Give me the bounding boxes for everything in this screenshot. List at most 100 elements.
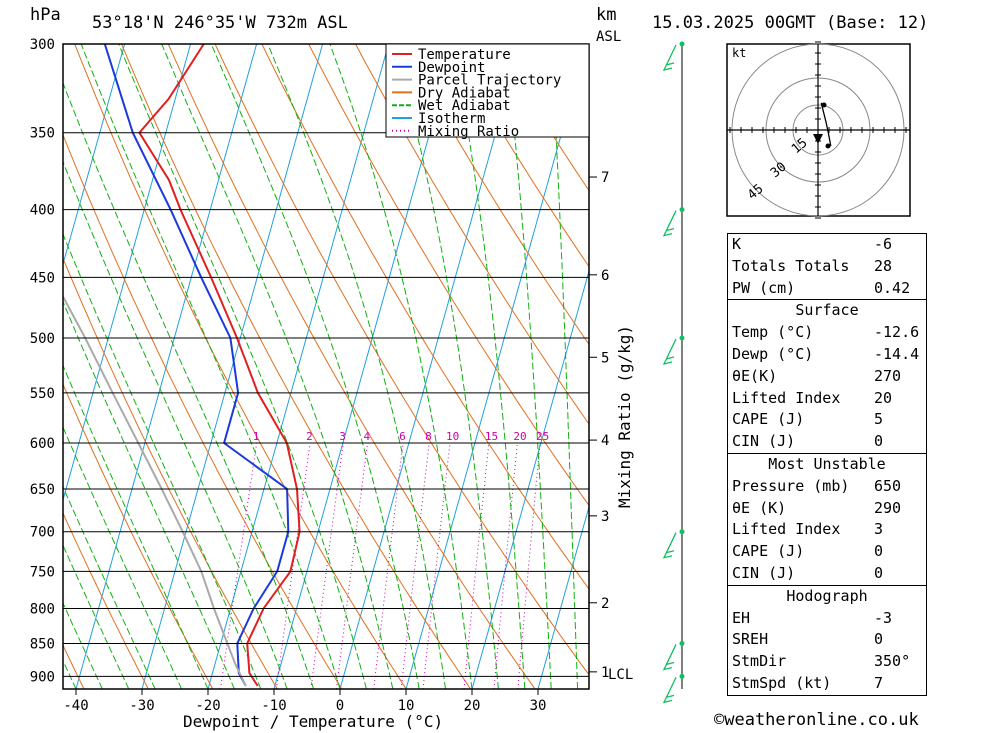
stat-row: Lifted Index 20 — [732, 388, 893, 407]
legend-label: Isotherm — [418, 111, 485, 127]
legend-label: Temperature — [418, 47, 511, 63]
wet-adiabat-line — [63, 232, 262, 689]
wind-barb — [662, 210, 677, 237]
x-tick-label: 20 — [464, 698, 481, 714]
isotherm-line — [339, 44, 522, 689]
mixing-ratio-label: 3 — [339, 430, 346, 443]
stats-panel: K -6 Totals Totals 28 PW (cm) 0.42 Surface … — [727, 233, 927, 696]
wet-adiabat-line — [550, 44, 579, 689]
legend-label: Mixing Ratio — [418, 124, 519, 140]
isotherm-line — [405, 44, 588, 689]
pressure-tick-label: 900 — [30, 669, 55, 685]
stat-row: StmDir 350° — [732, 652, 911, 671]
surface-block: Surface Temp (°C) -12.6 Dewp (°C) -14.4 θE… — [727, 299, 927, 453]
legend-label: Dry Adiabat — [418, 85, 511, 101]
dry-adiabat-line — [63, 133, 343, 689]
km-tick-label: 2 — [601, 596, 609, 612]
isotherm-line — [63, 44, 126, 266]
hodograph-point — [821, 102, 827, 108]
block-title: Hodograph — [786, 586, 868, 605]
stat-row: CIN (J) 0 — [732, 432, 884, 451]
stat-row: CAPE (J) 5 — [732, 410, 884, 429]
x-tick-label: -10 — [261, 698, 286, 714]
wet-adiabat-line — [63, 485, 156, 689]
wind-barb-dot — [679, 673, 685, 679]
most-unstable-block: Most Unstable Pressure (mb) 650 θE (K) 290… — [727, 452, 927, 585]
wind-barb-dot — [679, 41, 685, 47]
wet-adiabat-line — [452, 44, 526, 689]
mixing-ratio-label: 4 — [364, 430, 371, 443]
storm-motion-marker — [813, 134, 823, 144]
stat-row: θE(K) 270 — [732, 366, 902, 385]
km-tick-label: 6 — [601, 268, 609, 284]
mixing-ratio-label: 1 — [253, 430, 260, 443]
background-lines — [0, 44, 604, 689]
stat-row: Totals Totals 28 — [732, 256, 893, 275]
plot-background — [63, 44, 589, 689]
km-tick-label: 7 — [601, 170, 609, 186]
dry-adiabat-line — [167, 44, 536, 689]
wet-adiabat-line — [161, 44, 394, 689]
wet-adiabat-line — [63, 160, 288, 689]
km-unit-label: km — [596, 5, 616, 25]
km-tick-label: 3 — [601, 509, 609, 525]
mixing-ratio-label: 8 — [425, 430, 432, 443]
series-temperature — [138, 44, 301, 687]
pressure-tick-label: 350 — [30, 126, 55, 142]
wet-adiabat-line — [210, 44, 420, 689]
mixing-ratio-label: 15 — [485, 430, 498, 443]
dry-adiabat-line — [448, 44, 589, 268]
wind-barb — [662, 338, 677, 365]
pressure-tick-label: 550 — [30, 386, 55, 402]
dry-adiabat-line — [63, 383, 214, 689]
mixing-ratio-label: 6 — [399, 430, 406, 443]
stat-row: Temp (°C) -12.6 — [732, 323, 920, 342]
wind-barbs — [662, 41, 685, 704]
x-axis-title: Dewpoint / Temperature (°C) — [183, 712, 443, 731]
wet-adiabat-line — [63, 300, 235, 689]
dry-adiabat-line — [355, 44, 589, 425]
stat-row: StmSpd (kt) 7 — [732, 673, 884, 692]
isotherm-line — [471, 269, 589, 689]
stat-row: Pressure (mb) 650 — [732, 476, 902, 495]
legend-box — [385, 43, 590, 138]
pressure-tick-label: 850 — [30, 636, 55, 652]
dry-adiabat-line — [0, 44, 20, 689]
stat-row: Dewp (°C) -14.4 — [732, 344, 920, 363]
mixing-ratio-label: 2 — [306, 430, 313, 443]
isotherm-line — [141, 44, 324, 689]
wind-barb — [662, 644, 677, 671]
pressure-tick-label: 500 — [30, 331, 55, 347]
hodograph-trace — [820, 102, 832, 147]
wind-barb — [662, 532, 677, 559]
x-tick-label: 0 — [336, 698, 344, 714]
isotherm-line — [537, 505, 589, 689]
pressure-tick-label: 700 — [30, 525, 55, 541]
stat-row: SREH 0 — [732, 630, 884, 649]
block-title: Surface — [795, 301, 859, 320]
stat-row: CIN (J) 0 — [732, 563, 884, 582]
dry-adiabat-line — [63, 257, 278, 689]
block-title: Most Unstable — [768, 454, 886, 473]
wet-adiabat-line — [267, 44, 447, 689]
hodograph-unit: kt — [732, 46, 746, 60]
legend-label: Dewpoint — [418, 60, 485, 76]
wet-adiabat-line — [592, 44, 604, 689]
wet-adiabat-line — [63, 602, 103, 689]
wet-adiabat-line — [63, 81, 315, 689]
legend-label: Parcel Trajectory — [418, 73, 561, 89]
dry-adiabat-line — [214, 44, 589, 676]
hodograph-block: Hodograph EH -3 SREH 0 StmDir 350° StmSpd (… — [727, 584, 927, 696]
dry-adiabat-line — [74, 44, 407, 689]
mixing-ratio-axis-title: Mixing Ratio (g/kg) — [615, 325, 634, 508]
copyright-footer: ©weatheronline.co.uk — [714, 710, 919, 730]
dry-adiabat-line — [121, 44, 472, 689]
pressure-tick-label: 750 — [30, 564, 55, 580]
stat-row: CAPE (J) 0 — [732, 542, 884, 561]
pressure-tick-label: 800 — [30, 602, 55, 618]
wind-barb — [662, 44, 677, 71]
mixing-ratio-label: 20 — [513, 430, 526, 443]
x-tick-label: -30 — [129, 698, 154, 714]
